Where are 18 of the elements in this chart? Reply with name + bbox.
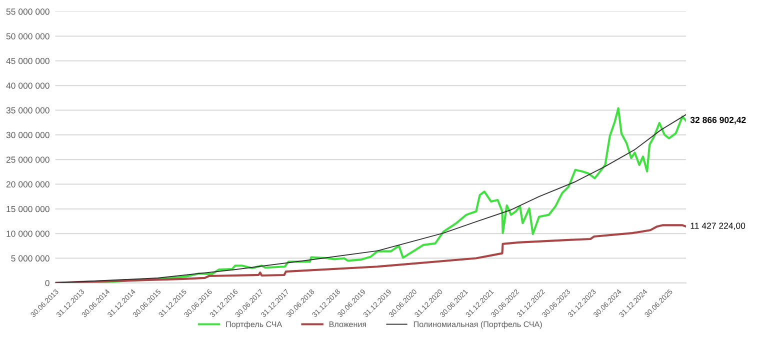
y-tick-label: 25 000 000 [6,156,50,163]
y-tick-label: 5 000 000 [11,255,50,262]
y-tick-label: 45 000 000 [6,58,50,64]
legend-label: Портфель СЧА [226,321,282,329]
y-tick-label: 50 000 000 [6,33,50,40]
y-tick-label: 15 000 000 [6,206,50,212]
y-tick-label: 55 000 000 [6,8,50,15]
y-tick-label: 10 000 000 [6,230,50,237]
annotation: 32 866 902,42 [690,116,746,124]
y-tick-label: 20 000 000 [6,181,50,188]
y-tick-label: 0 [45,280,50,286]
y-tick-label: 30 000 000 [6,132,50,138]
legend-label: Полиномиальная (Портфель СЧА) [414,321,542,329]
y-tick-label: 40 000 000 [6,82,50,89]
y-tick-label: 35 000 000 [6,107,50,114]
legend-label: Вложения [329,322,366,328]
line-series [55,224,686,283]
annotation: 11 427 224,00 [690,222,746,230]
